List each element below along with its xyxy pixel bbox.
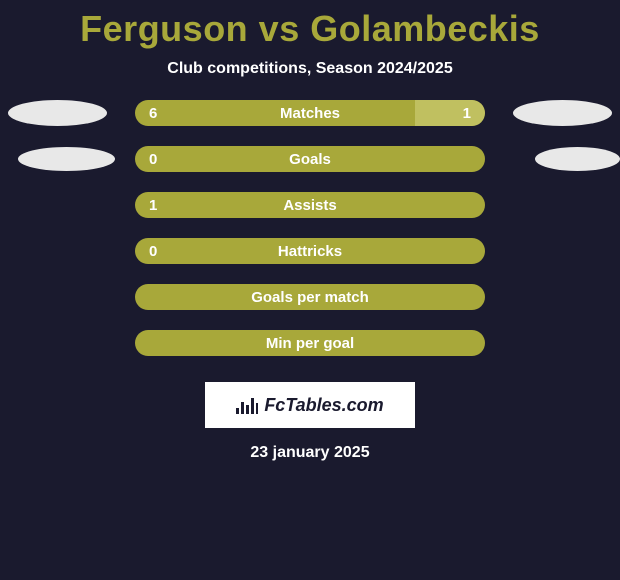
stat-label: Matches (280, 105, 340, 122)
player-left-ellipse (18, 147, 115, 171)
fctables-logo: FcTables.com (205, 382, 415, 428)
right-ellipse-slot (485, 100, 620, 126)
stat-left-value: 6 (149, 105, 157, 122)
stat-label: Assists (283, 197, 336, 214)
stat-label: Hattricks (278, 243, 342, 260)
left-ellipse-slot (0, 147, 135, 171)
stat-label: Goals per match (251, 289, 369, 306)
page-subtitle: Club competitions, Season 2024/2025 (167, 60, 452, 78)
right-ellipse-slot (485, 147, 620, 171)
stat-row: 0 Goals (0, 146, 620, 172)
player-left-ellipse (8, 100, 107, 126)
comparison-card: Ferguson vs Golambeckis Club competition… (0, 0, 620, 462)
stat-bar: Goals per match (135, 284, 485, 310)
stat-left-value: 0 (149, 243, 157, 260)
stat-bar: 1 Assists (135, 192, 485, 218)
logo-text: FcTables.com (264, 395, 383, 416)
stat-row: Goals per match (0, 284, 620, 310)
player-right-ellipse (513, 100, 612, 126)
stat-row: 6 Matches 1 (0, 100, 620, 126)
stat-row: 0 Hattricks (0, 238, 620, 264)
stat-bar: 0 Hattricks (135, 238, 485, 264)
stat-right-value: 1 (463, 105, 471, 122)
stat-row: Min per goal (0, 330, 620, 356)
stat-row: 1 Assists (0, 192, 620, 218)
bars-list: 6 Matches 1 0 Goals 1 Assists 0 Hattricks Goals p… (0, 100, 620, 376)
stat-left-value: 1 (149, 197, 157, 214)
page-title: Ferguson vs Golambeckis (80, 8, 540, 50)
stat-bar: 6 Matches 1 (135, 100, 485, 126)
left-ellipse-slot (0, 100, 135, 126)
stat-label: Min per goal (266, 335, 354, 352)
bar-chart-icon (236, 396, 258, 414)
stat-label: Goals (289, 151, 331, 168)
stat-bar: 0 Goals (135, 146, 485, 172)
stat-left-value: 0 (149, 151, 157, 168)
stat-bar: Min per goal (135, 330, 485, 356)
stat-bar-right-seg (415, 100, 485, 126)
date-label: 23 january 2025 (250, 444, 369, 462)
player-right-ellipse (535, 147, 620, 171)
